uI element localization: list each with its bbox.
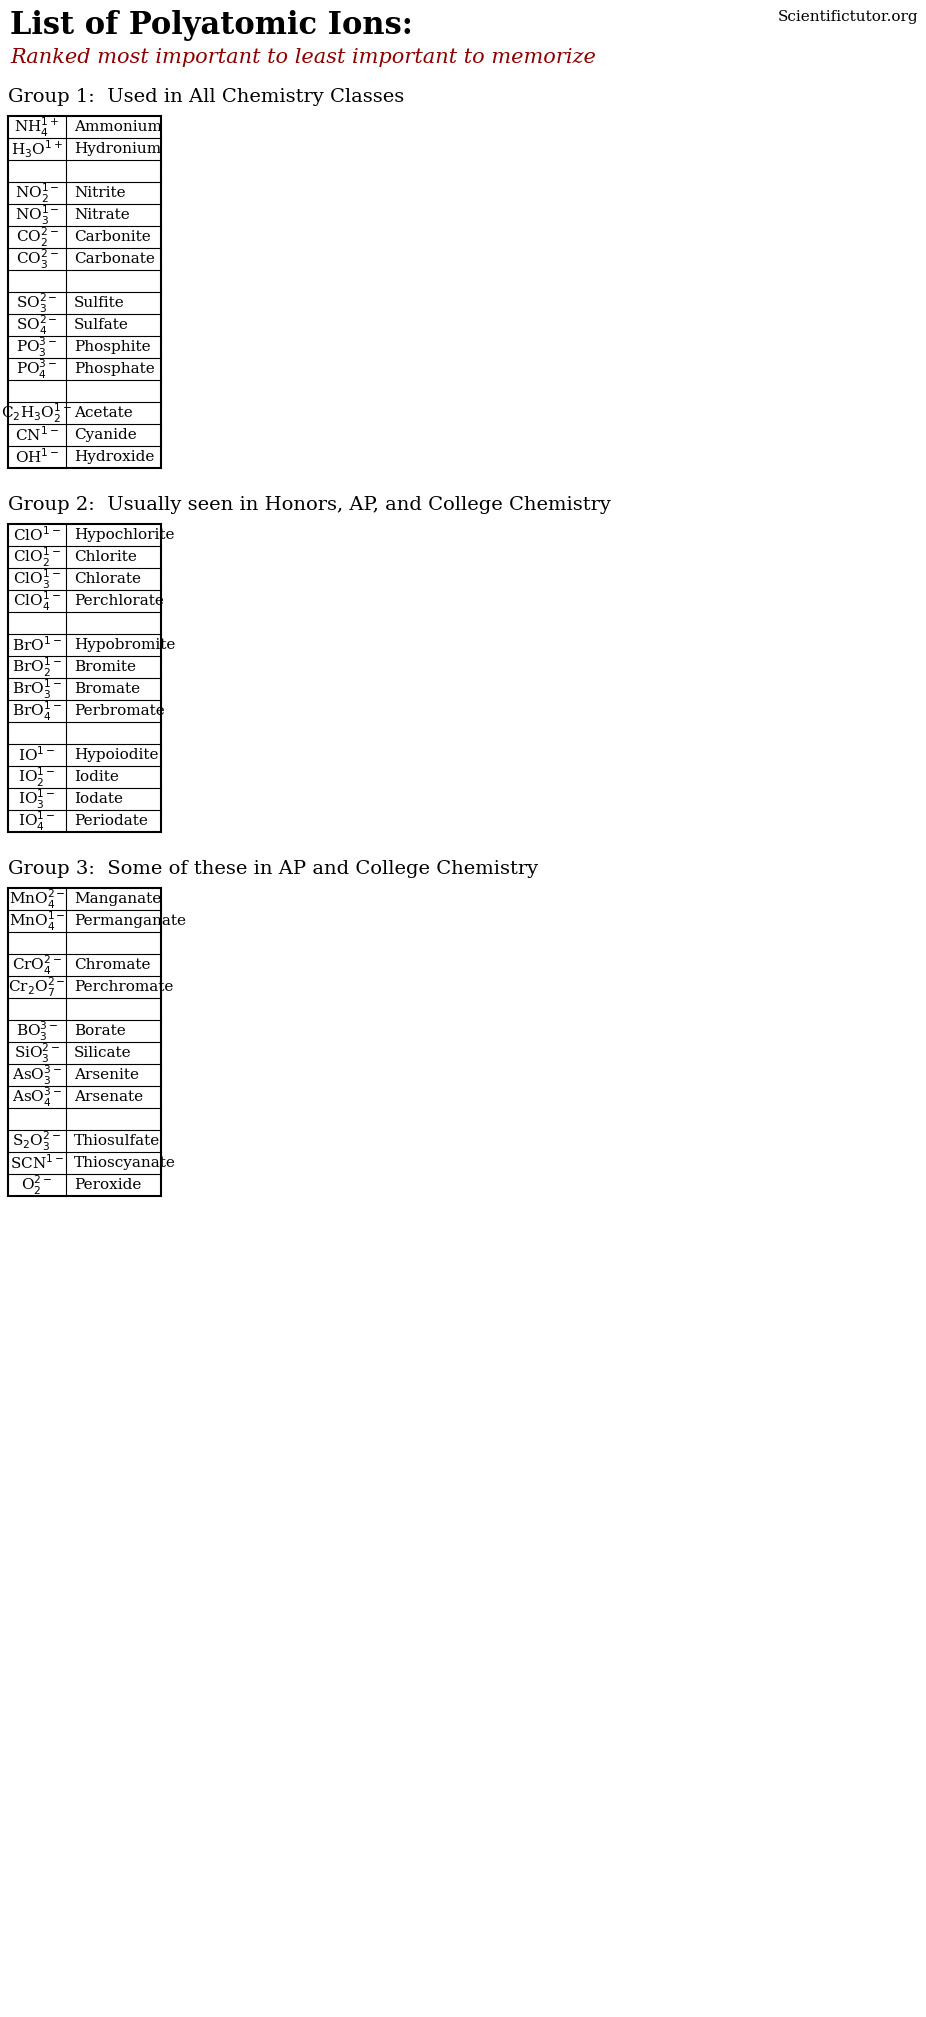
- Bar: [8, 887, 161, 1196]
- Text: NO$_3^{1-}$: NO$_3^{1-}$: [15, 204, 59, 226]
- Text: Periodate: Periodate: [74, 815, 148, 829]
- Text: Hydroxide: Hydroxide: [74, 450, 155, 464]
- Text: C$_2$H$_3$O$_2^{1-}$: C$_2$H$_3$O$_2^{1-}$: [2, 401, 72, 426]
- Text: Iodite: Iodite: [74, 770, 119, 785]
- Text: SCN$^{1-}$: SCN$^{1-}$: [10, 1154, 64, 1172]
- Text: Arsenate: Arsenate: [74, 1089, 144, 1103]
- Text: Thioscyanate: Thioscyanate: [74, 1156, 176, 1170]
- Text: Cr$_2$O$_7^{2-}$: Cr$_2$O$_7^{2-}$: [8, 976, 66, 998]
- Text: Chromate: Chromate: [74, 958, 151, 972]
- Bar: [8, 524, 161, 831]
- Text: SO$_4^{2-}$: SO$_4^{2-}$: [16, 313, 58, 337]
- Text: NH$_4^{1+}$: NH$_4^{1+}$: [14, 115, 59, 139]
- Text: ClO$_3^{1-}$: ClO$_3^{1-}$: [13, 567, 61, 591]
- Text: OH$^{1-}$: OH$^{1-}$: [15, 448, 59, 466]
- Text: ClO$^{1-}$: ClO$^{1-}$: [13, 526, 61, 545]
- Text: Arsenite: Arsenite: [74, 1067, 139, 1081]
- Text: Ranked most important to least important to memorize: Ranked most important to least important…: [10, 48, 595, 67]
- Text: SiO$_3^{2-}$: SiO$_3^{2-}$: [14, 1041, 60, 1065]
- Text: Sulfite: Sulfite: [74, 296, 125, 311]
- Text: Thiosulfate: Thiosulfate: [74, 1134, 160, 1148]
- Text: Nitrate: Nitrate: [74, 208, 130, 222]
- Text: Perbromate: Perbromate: [74, 704, 165, 718]
- Text: ClO$_2^{1-}$: ClO$_2^{1-}$: [13, 545, 61, 569]
- Text: ClO$_4^{1-}$: ClO$_4^{1-}$: [13, 589, 61, 613]
- Text: Sulfate: Sulfate: [74, 319, 129, 333]
- Text: Hypobromite: Hypobromite: [74, 637, 175, 651]
- Text: CrO$_4^{2-}$: CrO$_4^{2-}$: [12, 954, 62, 976]
- Text: IO$_2^{1-}$: IO$_2^{1-}$: [19, 764, 56, 789]
- Text: Bromite: Bromite: [74, 660, 136, 674]
- Text: Ammonium: Ammonium: [74, 119, 162, 133]
- Text: CN$^{1-}$: CN$^{1-}$: [15, 426, 59, 444]
- Text: BrO$_2^{1-}$: BrO$_2^{1-}$: [12, 656, 62, 678]
- Text: Cyanide: Cyanide: [74, 428, 137, 442]
- Text: Bromate: Bromate: [74, 682, 140, 696]
- Text: Iodate: Iodate: [74, 793, 123, 807]
- Text: BrO$_4^{1-}$: BrO$_4^{1-}$: [12, 700, 62, 722]
- Text: Scientifictutor.org: Scientifictutor.org: [777, 10, 918, 24]
- Text: Perchromate: Perchromate: [74, 980, 173, 994]
- Text: Phosphate: Phosphate: [74, 361, 155, 375]
- Text: Phosphite: Phosphite: [74, 341, 151, 355]
- Text: H$_3$O$^{1+}$: H$_3$O$^{1+}$: [11, 139, 63, 159]
- Text: Nitrite: Nitrite: [74, 186, 126, 200]
- Text: Hypoiodite: Hypoiodite: [74, 748, 158, 762]
- Text: Manganate: Manganate: [74, 892, 161, 906]
- Text: Perchlorate: Perchlorate: [74, 593, 164, 607]
- Bar: [8, 117, 161, 468]
- Text: PO$_3^{3-}$: PO$_3^{3-}$: [17, 335, 57, 359]
- Text: Borate: Borate: [74, 1025, 126, 1039]
- Text: Chlorate: Chlorate: [74, 573, 141, 587]
- Text: CO$_2^{2-}$: CO$_2^{2-}$: [16, 226, 58, 248]
- Text: List of Polyatomic Ions:: List of Polyatomic Ions:: [10, 10, 413, 40]
- Text: IO$^{1-}$: IO$^{1-}$: [19, 746, 56, 764]
- Text: BO$_3^{3-}$: BO$_3^{3-}$: [16, 1019, 58, 1043]
- Text: MnO$_4^{1-}$: MnO$_4^{1-}$: [8, 910, 66, 932]
- Text: Group 2:  Usually seen in Honors, AP, and College Chemistry: Group 2: Usually seen in Honors, AP, and…: [8, 496, 611, 514]
- Text: Permanganate: Permanganate: [74, 914, 186, 928]
- Text: O$_2^{2-}$: O$_2^{2-}$: [21, 1174, 53, 1196]
- Text: Group 1:  Used in All Chemistry Classes: Group 1: Used in All Chemistry Classes: [8, 89, 405, 107]
- Text: Group 3:  Some of these in AP and College Chemistry: Group 3: Some of these in AP and College…: [8, 859, 538, 877]
- Text: Hypochlorite: Hypochlorite: [74, 528, 174, 543]
- Text: S$_2$O$_3^{2-}$: S$_2$O$_3^{2-}$: [12, 1130, 62, 1152]
- Text: BrO$_3^{1-}$: BrO$_3^{1-}$: [12, 678, 62, 700]
- Text: Carbonite: Carbonite: [74, 230, 151, 244]
- Text: BrO$^{1-}$: BrO$^{1-}$: [12, 635, 62, 654]
- Text: Chlorite: Chlorite: [74, 551, 137, 565]
- Text: IO$_3^{1-}$: IO$_3^{1-}$: [19, 787, 56, 811]
- Text: Carbonate: Carbonate: [74, 252, 155, 266]
- Text: Silicate: Silicate: [74, 1047, 131, 1061]
- Text: MnO$_4^{2-}$: MnO$_4^{2-}$: [8, 887, 66, 910]
- Text: AsO$_3^{3-}$: AsO$_3^{3-}$: [12, 1063, 62, 1087]
- Text: Hydronium: Hydronium: [74, 141, 161, 155]
- Text: AsO$_4^{3-}$: AsO$_4^{3-}$: [12, 1085, 62, 1109]
- Text: PO$_4^{3-}$: PO$_4^{3-}$: [17, 357, 57, 381]
- Text: IO$_4^{1-}$: IO$_4^{1-}$: [19, 809, 56, 833]
- Text: CO$_3^{2-}$: CO$_3^{2-}$: [16, 248, 58, 270]
- Text: SO$_3^{2-}$: SO$_3^{2-}$: [16, 290, 58, 315]
- Text: Acetate: Acetate: [74, 405, 132, 420]
- Text: NO$_2^{1-}$: NO$_2^{1-}$: [15, 182, 59, 204]
- Text: Peroxide: Peroxide: [74, 1178, 142, 1192]
